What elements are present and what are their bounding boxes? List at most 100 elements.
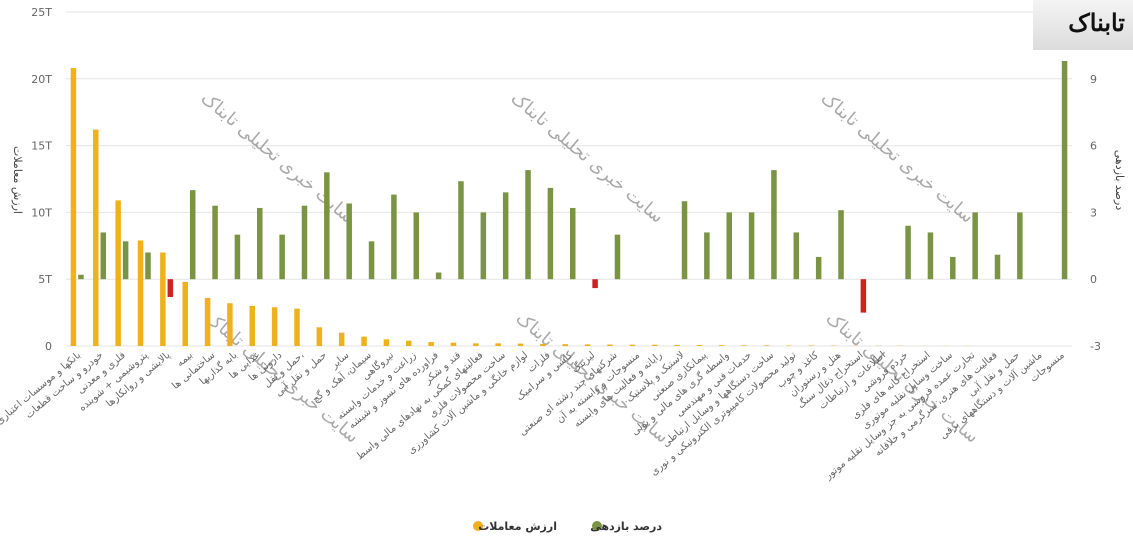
category-label: بانکها و موسسات اعتباری [0, 350, 83, 427]
bar-returns[interactable] [391, 194, 397, 280]
right-tick-label: 6 [1090, 140, 1097, 153]
bar-returns[interactable] [458, 181, 464, 280]
bar-returns[interactable] [346, 203, 352, 280]
bar-value[interactable] [406, 340, 412, 346]
bar-returns[interactable] [748, 212, 755, 280]
bar-returns[interactable] [994, 254, 1001, 280]
bar-value[interactable] [361, 336, 367, 346]
bar-value[interactable] [651, 344, 658, 346]
bar-returns[interactable] [100, 232, 107, 280]
bar-returns[interactable] [927, 232, 934, 280]
bar-value[interactable] [294, 308, 300, 346]
bar-returns[interactable] [189, 190, 196, 280]
bar-returns[interactable] [301, 205, 308, 280]
tabnak-logo: تابناک [1033, 0, 1133, 50]
bar-returns[interactable] [726, 212, 732, 280]
bar-returns[interactable] [592, 279, 598, 289]
bar-value[interactable] [271, 307, 278, 346]
bar-returns[interactable] [435, 272, 442, 280]
bar-value[interactable] [629, 344, 636, 346]
right-tick-label: 9 [1090, 73, 1097, 86]
bar-returns[interactable] [1061, 60, 1068, 280]
bar-returns[interactable] [681, 201, 688, 280]
watermark-text: سایت خبری تحلیلی تابناک [197, 88, 358, 228]
right-axis: -3036912 [1090, 6, 1104, 353]
logo-text: تابناک [1068, 8, 1125, 37]
bar-value[interactable] [249, 305, 256, 346]
bar-value[interactable] [674, 344, 680, 346]
left-tick-label: 5T [38, 273, 52, 286]
bar-value[interactable] [160, 252, 166, 346]
bar-returns[interactable] [257, 207, 263, 280]
right-tick-label: 0 [1090, 273, 1097, 286]
bar-value[interactable] [696, 345, 703, 346]
bar-returns[interactable] [324, 172, 330, 280]
left-tick-label: 0 [45, 340, 52, 353]
bar-value[interactable] [450, 342, 457, 346]
bar-returns[interactable] [1017, 212, 1023, 280]
bar-value[interactable] [93, 129, 99, 346]
right-tick-label: -3 [1090, 340, 1101, 353]
bar-returns[interactable] [145, 252, 151, 280]
bar-value[interactable] [786, 345, 792, 346]
bars [70, 60, 1068, 346]
bar-value[interactable] [137, 240, 144, 346]
grid-lines [66, 11, 1072, 347]
bar-returns[interactable] [815, 256, 822, 280]
bar-returns[interactable] [905, 225, 911, 280]
bar-returns[interactable] [212, 205, 218, 280]
bar-value[interactable] [718, 345, 725, 346]
bar-value[interactable] [517, 343, 524, 346]
bar-returns[interactable] [547, 187, 554, 280]
bar-value[interactable] [182, 281, 188, 346]
bar-value[interactable] [383, 339, 390, 346]
legend-swatch-returns [592, 521, 602, 531]
bar-returns[interactable] [860, 279, 867, 313]
bar-value[interactable] [808, 345, 814, 346]
bar-value[interactable] [540, 343, 546, 346]
left-tick-label: 25T [31, 6, 52, 19]
bar-returns[interactable] [950, 256, 956, 280]
bar-value[interactable] [338, 332, 345, 346]
bar-returns[interactable] [838, 210, 844, 280]
bar-value[interactable] [495, 343, 501, 346]
bar-value[interactable] [584, 344, 591, 346]
bar-returns[interactable] [570, 207, 576, 280]
left-axis-title: ارزش معاملات [11, 146, 24, 214]
bar-returns[interactable] [480, 212, 487, 280]
legend[interactable]: درصد بازدهی ارزش معاملات [473, 520, 662, 533]
bar-value[interactable] [562, 344, 569, 346]
bar-value[interactable] [115, 200, 121, 346]
legend-swatch-value [473, 521, 483, 531]
bar-returns[interactable] [279, 234, 285, 280]
bar-value[interactable] [741, 345, 747, 346]
bar-returns[interactable] [167, 279, 174, 298]
bar-returns[interactable] [793, 232, 800, 280]
bar-returns[interactable] [78, 274, 84, 280]
bar-value[interactable] [316, 327, 323, 346]
bar-value[interactable] [607, 344, 613, 346]
bar-value[interactable] [763, 345, 770, 346]
bar-returns[interactable] [614, 234, 621, 280]
bar-value[interactable] [70, 68, 77, 346]
bar-returns[interactable] [234, 234, 241, 280]
bar-value[interactable] [227, 303, 233, 346]
right-tick-label: 3 [1090, 206, 1097, 219]
bar-returns[interactable] [122, 241, 129, 280]
bar-returns[interactable] [368, 241, 375, 280]
left-tick-label: 10T [31, 206, 52, 219]
bar-returns[interactable] [502, 192, 509, 280]
bar-value[interactable] [428, 341, 434, 346]
bar-returns[interactable] [413, 212, 420, 280]
bar-value[interactable] [204, 297, 211, 346]
bar-returns[interactable] [525, 170, 531, 280]
watermark-text: سایت خبری تحلیلی تابناک [507, 88, 668, 228]
bar-value[interactable] [473, 343, 479, 346]
bar-returns[interactable] [771, 170, 777, 280]
bar-returns[interactable] [704, 232, 710, 280]
bar-returns[interactable] [972, 212, 978, 280]
legend-label-value[interactable]: ارزش معاملات [478, 520, 557, 533]
legend-label-returns[interactable]: درصد بازدهی [590, 520, 662, 533]
